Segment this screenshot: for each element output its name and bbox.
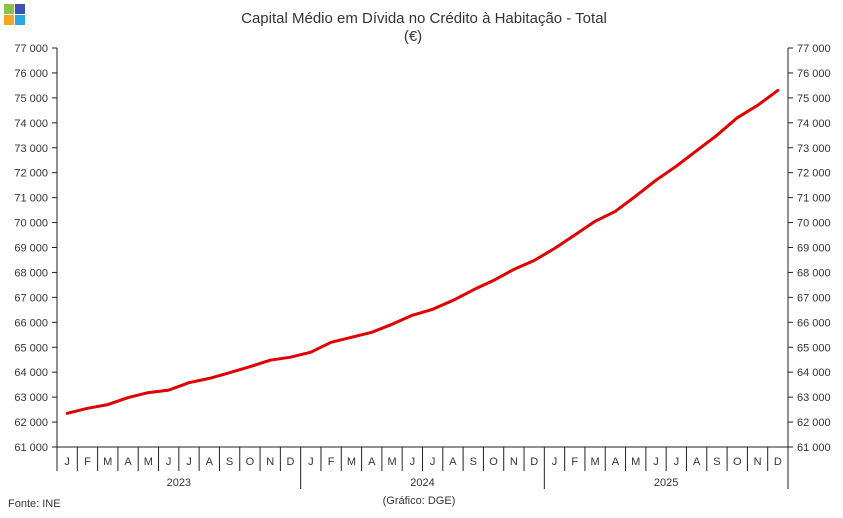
x-tick-label: D xyxy=(774,456,782,468)
x-tick-label: N xyxy=(510,456,518,468)
x-tick-label: J xyxy=(653,456,659,468)
x-tick-label: F xyxy=(84,456,91,468)
y-tick-label-right: 67 000 xyxy=(797,292,831,304)
y-axis-right: 61 000 62 000 63 000 64 000 65 000 66 000 67 0… xyxy=(787,43,831,454)
series-group xyxy=(65,88,780,415)
y-axis-left: 61 000 62 000 63 000 64 000 65 000 66 000 67 0… xyxy=(14,43,58,454)
x-tick-label: J xyxy=(674,456,680,468)
y-tick-label-right: 70 000 xyxy=(797,218,831,230)
y-tick-label-left: 77 000 xyxy=(14,43,48,55)
x-tick-label: F xyxy=(571,456,578,468)
x-tick-label: A xyxy=(612,456,620,468)
x-tick-label: M xyxy=(347,456,356,468)
x-tick-label: A xyxy=(124,456,132,468)
y-tick-label-right: 75 000 xyxy=(797,93,831,105)
x-tick-label: O xyxy=(733,456,742,468)
x-year-label: 2025 xyxy=(654,477,678,489)
x-tick-label: M xyxy=(591,456,600,468)
x-tick-label: A xyxy=(368,456,376,468)
y-tick-label-right: 68 000 xyxy=(797,267,831,279)
x-year-label: 2023 xyxy=(167,477,191,489)
source-label: Fonte: INE xyxy=(8,498,61,510)
ine-logo-icon xyxy=(4,4,25,25)
x-tick-label: A xyxy=(206,456,214,468)
y-tick-label-left: 62 000 xyxy=(14,417,48,429)
y-tick-label-right: 66 000 xyxy=(797,317,831,329)
y-tick-label-right: 61 000 xyxy=(797,442,831,454)
y-tick-label-right: 63 000 xyxy=(797,392,831,404)
x-tick-label: S xyxy=(226,456,233,468)
x-year-label: 2024 xyxy=(410,477,434,489)
x-tick-label: A xyxy=(693,456,701,468)
y-tick-label-right: 74 000 xyxy=(797,118,831,130)
y-tick-label-left: 76 000 xyxy=(14,68,48,80)
x-tick-label: O xyxy=(489,456,498,468)
y-tick-label-left: 73 000 xyxy=(14,143,48,155)
x-tick-label: M xyxy=(103,456,112,468)
y-tick-label-right: 77 000 xyxy=(797,43,831,55)
y-tick-label-left: 67 000 xyxy=(14,292,48,304)
x-tick-label: J xyxy=(64,456,70,468)
x-tick-label: O xyxy=(246,456,255,468)
y-tick-label-right: 71 000 xyxy=(797,193,831,205)
y-tick-label-left: 65 000 xyxy=(14,342,48,354)
x-axis: J F M A M J J A S O N D J F M A M J J A S O N D J F M A M J J A S O N D2023… xyxy=(56,446,789,489)
y-tick-label-left: 75 000 xyxy=(14,93,48,105)
x-tick-label: D xyxy=(287,456,295,468)
y-tick-label-left: 71 000 xyxy=(14,193,48,205)
y-tick-label-right: 64 000 xyxy=(797,367,831,379)
x-tick-label: M xyxy=(144,456,153,468)
x-tick-label: F xyxy=(328,456,335,468)
y-tick-label-left: 70 000 xyxy=(14,218,48,230)
y-tick-label-right: 62 000 xyxy=(797,417,831,429)
x-tick-label: J xyxy=(308,456,314,468)
y-tick-label-left: 74 000 xyxy=(14,118,48,130)
y-tick-label-right: 76 000 xyxy=(797,68,831,80)
y-tick-label-left: 69 000 xyxy=(14,243,48,255)
y-tick-label-right: 69 000 xyxy=(797,243,831,255)
y-tick-label-right: 72 000 xyxy=(797,168,831,180)
chart-title: Capital Médio em Dívida no Crédito à Hab… xyxy=(241,10,607,27)
x-tick-label: J xyxy=(186,456,192,468)
y-tick-label-right: 65 000 xyxy=(797,342,831,354)
x-tick-label: S xyxy=(470,456,477,468)
y-tick-label-right: 73 000 xyxy=(797,143,831,155)
x-tick-label: N xyxy=(754,456,762,468)
chart-subtitle: (€) xyxy=(404,28,422,45)
y-tick-label-left: 68 000 xyxy=(14,267,48,279)
x-tick-label: J xyxy=(166,456,172,468)
x-tick-label: J xyxy=(410,456,416,468)
series-line xyxy=(65,88,780,415)
x-tick-label: S xyxy=(713,456,720,468)
x-tick-label: D xyxy=(530,456,538,468)
x-tick-label: J xyxy=(430,456,436,468)
x-tick-label: M xyxy=(387,456,396,468)
x-tick-label: A xyxy=(449,456,457,468)
x-tick-label: M xyxy=(631,456,640,468)
y-tick-label-left: 63 000 xyxy=(14,392,48,404)
x-tick-label: J xyxy=(552,456,558,468)
y-tick-label-left: 64 000 xyxy=(14,367,48,379)
y-tick-label-left: 72 000 xyxy=(14,168,48,180)
x-tick-label: N xyxy=(266,456,274,468)
y-tick-label-left: 61 000 xyxy=(14,442,48,454)
credit-label: (Gráfico: DGE) xyxy=(383,495,456,507)
y-tick-label-left: 66 000 xyxy=(14,317,48,329)
